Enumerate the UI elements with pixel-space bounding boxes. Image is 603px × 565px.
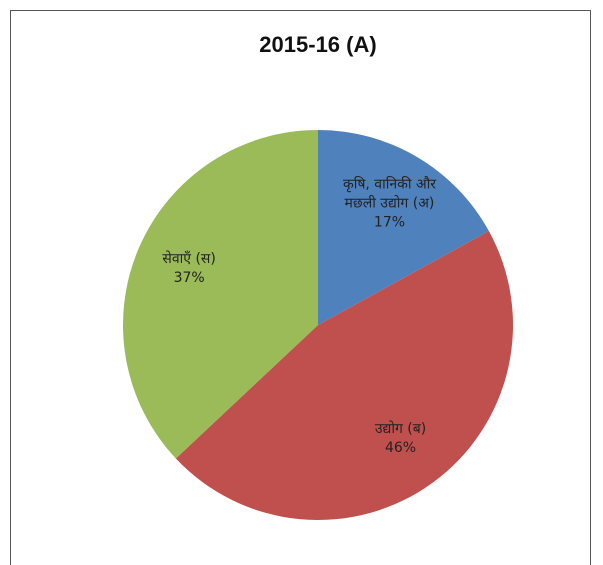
- chart-title: 2015-16 (A): [259, 32, 377, 57]
- slice-label: उद्योग (ब) 46%: [353, 420, 449, 458]
- frame: [10, 10, 591, 565]
- category-label: कृषि, वानिकी और मछली उद्योग (अ): [342, 176, 436, 212]
- pie-slice: [175, 231, 513, 521]
- pie-slice: [123, 130, 319, 459]
- value-label: 37%: [173, 270, 205, 287]
- pie-slice: [318, 130, 489, 325]
- value-label: 17%: [373, 214, 406, 231]
- value-label: 46%: [384, 439, 417, 456]
- slice-label: कृषि, वानिकी और मछली उद्योग (अ) 17%: [341, 176, 437, 233]
- slice-label: सेवाएँ (स) 37%: [141, 250, 237, 288]
- category-label: उद्योग (ब): [374, 420, 427, 437]
- category-label: सेवाएँ (स): [162, 251, 216, 268]
